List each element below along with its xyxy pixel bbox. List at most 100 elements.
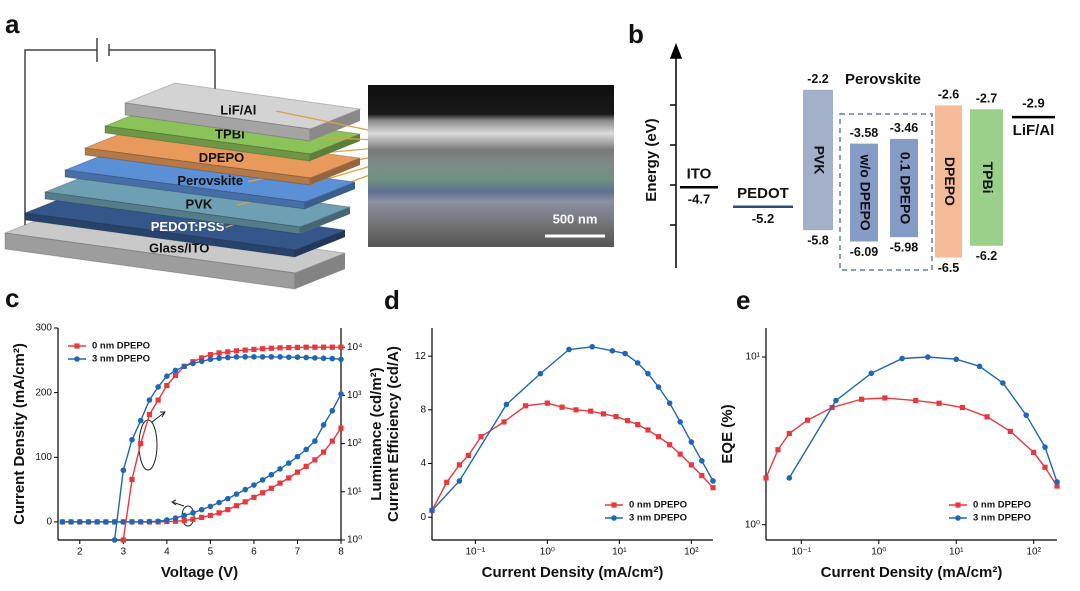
y2-tick-label: 10²: [347, 438, 362, 449]
y-tick-label: 300: [35, 323, 52, 334]
y2-axis-label: Luminance (cd/m²): [368, 367, 385, 500]
layer-front-shade: [125, 103, 310, 141]
data-point: [76, 519, 83, 525]
band-bottom: -6.5: [938, 261, 960, 275]
data-point: [329, 407, 336, 414]
x-tick-label: 10⁰: [540, 547, 555, 558]
data-point: [85, 519, 92, 525]
data-point: [268, 485, 274, 491]
layer-label: PVK: [186, 197, 213, 212]
data-point: [858, 396, 865, 402]
data-point: [242, 347, 248, 353]
y-tick-label: 8: [420, 404, 426, 415]
level-name: PEDOT: [737, 185, 789, 202]
data-point: [216, 355, 222, 362]
legend-label: 0 nm DPEPO: [92, 341, 150, 352]
layer-side-shade: [295, 230, 345, 257]
data-point: [277, 466, 283, 472]
level-name: LiF/Al: [1013, 122, 1055, 139]
band-name: w/o DPEPO: [857, 153, 873, 230]
y-tick-label: 10⁰: [745, 519, 760, 530]
data-point: [456, 462, 462, 468]
data-point: [172, 367, 179, 374]
layer-side: [310, 134, 360, 161]
data-point: [120, 537, 126, 543]
data-point: [190, 510, 196, 516]
data-point: [635, 422, 641, 428]
y2-tick-label: 10⁰: [347, 535, 362, 546]
energy-axis: [669, 42, 683, 268]
data-point: [294, 469, 301, 475]
data-point: [667, 442, 673, 448]
data-point: [277, 354, 283, 360]
data-point: [260, 490, 266, 496]
x-tick-label: 10⁻¹: [791, 547, 811, 558]
x-axis-label: Current Density (mA/cm²): [482, 564, 664, 581]
band-name: TPBi: [980, 162, 996, 194]
data-point: [268, 354, 275, 360]
y2-tick-label: 10¹: [347, 486, 362, 497]
layer-side: [310, 109, 360, 141]
layer-label: DPEPO: [199, 150, 245, 165]
series-line: [765, 397, 1058, 487]
data-point: [1031, 449, 1037, 455]
layer-label: Perovskite: [177, 173, 243, 188]
data-point: [566, 346, 572, 353]
data-point: [172, 515, 179, 521]
scale-bar-label: 500 nm: [553, 211, 598, 226]
data-point: [172, 372, 179, 378]
band-name: PVK: [811, 146, 827, 175]
data-point: [710, 485, 716, 491]
data-point: [199, 355, 205, 361]
series-line: [431, 402, 714, 511]
data-point: [164, 382, 170, 389]
data-point: [164, 373, 170, 380]
data-point: [338, 356, 344, 363]
data-point: [1054, 483, 1060, 489]
data-point: [138, 440, 144, 447]
layer-side: [295, 230, 345, 257]
data-point: [251, 354, 257, 360]
legend-marker: [955, 515, 961, 521]
data-point: [1042, 444, 1048, 450]
data-point: [172, 518, 179, 524]
band-bottom: -5.8: [807, 233, 829, 247]
data-point: [155, 397, 161, 403]
data-point: [137, 417, 144, 424]
y-tick-label: 200: [35, 387, 52, 398]
data-point: [320, 344, 327, 350]
x-tick-label: 8: [338, 547, 344, 558]
y2-tick-label: 10⁴: [347, 342, 362, 353]
data-point: [984, 414, 990, 420]
data-point: [129, 436, 135, 443]
layer-label: PEDOT:PSS: [151, 219, 225, 234]
panel-label: d: [384, 285, 400, 315]
data-point: [286, 345, 292, 351]
data-point: [699, 458, 705, 464]
data-point: [1007, 428, 1013, 435]
panel-label: c: [5, 283, 19, 313]
energy-band: [850, 143, 878, 242]
data-point: [329, 344, 335, 350]
layer-front-shade: [65, 170, 305, 209]
legend-marker: [611, 515, 617, 521]
data-point: [285, 354, 292, 360]
data-point: [710, 478, 716, 484]
data-point: [1023, 412, 1029, 418]
data-point: [624, 417, 631, 424]
data-point: [913, 397, 919, 404]
y-tick-label: 0: [420, 512, 426, 523]
level-value: -2.9: [1022, 96, 1044, 111]
layer-side: [295, 253, 345, 289]
data-point: [953, 356, 960, 363]
data-point: [634, 360, 641, 366]
energy-band: [935, 105, 962, 258]
y2-tick-label: 10³: [347, 390, 362, 401]
layer-side-shade: [310, 134, 360, 161]
panel-label: a: [5, 9, 20, 39]
data-point: [786, 475, 793, 481]
data-point: [190, 516, 196, 522]
x-tick-label: 6: [251, 547, 257, 558]
band-bottom: -6.09: [850, 245, 879, 259]
